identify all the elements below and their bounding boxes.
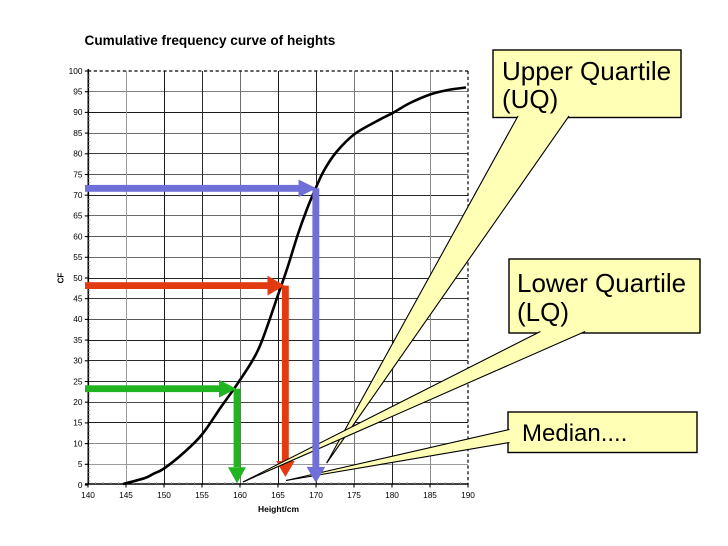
svg-text:165: 165	[271, 490, 285, 500]
svg-text:40: 40	[73, 314, 83, 324]
svg-text:90: 90	[73, 107, 83, 117]
svg-text:145: 145	[119, 490, 133, 500]
svg-text:Height/cm: Height/cm	[258, 504, 300, 514]
svg-text:30: 30	[73, 356, 83, 366]
svg-text:CF: CF	[57, 273, 66, 284]
svg-text:150: 150	[157, 490, 171, 500]
svg-text:Median....: Median....	[522, 420, 627, 447]
svg-text:(UQ): (UQ)	[502, 84, 558, 114]
svg-text:140: 140	[81, 490, 95, 500]
svg-text:35: 35	[73, 335, 83, 345]
svg-text:155: 155	[195, 490, 209, 500]
svg-text:0: 0	[78, 480, 83, 490]
svg-text:Upper Quartile: Upper Quartile	[502, 56, 671, 86]
svg-text:60: 60	[73, 231, 83, 241]
svg-text:95: 95	[73, 87, 83, 97]
svg-text:75: 75	[73, 169, 83, 179]
svg-text:20: 20	[73, 397, 83, 407]
svg-text:80: 80	[73, 149, 83, 159]
svg-text:45: 45	[73, 294, 83, 304]
svg-text:50: 50	[73, 273, 83, 283]
svg-text:85: 85	[73, 128, 83, 138]
svg-text:Cumulative frequency curve of: Cumulative frequency curve of heights	[85, 33, 336, 48]
svg-text:10: 10	[73, 438, 83, 448]
svg-text:25: 25	[73, 376, 83, 386]
svg-text:170: 170	[309, 490, 323, 500]
svg-text:15: 15	[73, 418, 83, 428]
svg-text:160: 160	[233, 490, 247, 500]
svg-text:Lower Quartile: Lower Quartile	[517, 268, 686, 298]
svg-text:55: 55	[73, 252, 83, 262]
svg-text:190: 190	[461, 490, 475, 500]
svg-text:180: 180	[385, 490, 399, 500]
svg-text:5: 5	[78, 459, 83, 469]
svg-text:(LQ): (LQ)	[517, 297, 569, 327]
svg-text:65: 65	[73, 211, 83, 221]
svg-text:100: 100	[69, 66, 83, 76]
svg-text:70: 70	[73, 190, 83, 200]
svg-text:175: 175	[347, 490, 361, 500]
svg-text:185: 185	[423, 490, 437, 500]
